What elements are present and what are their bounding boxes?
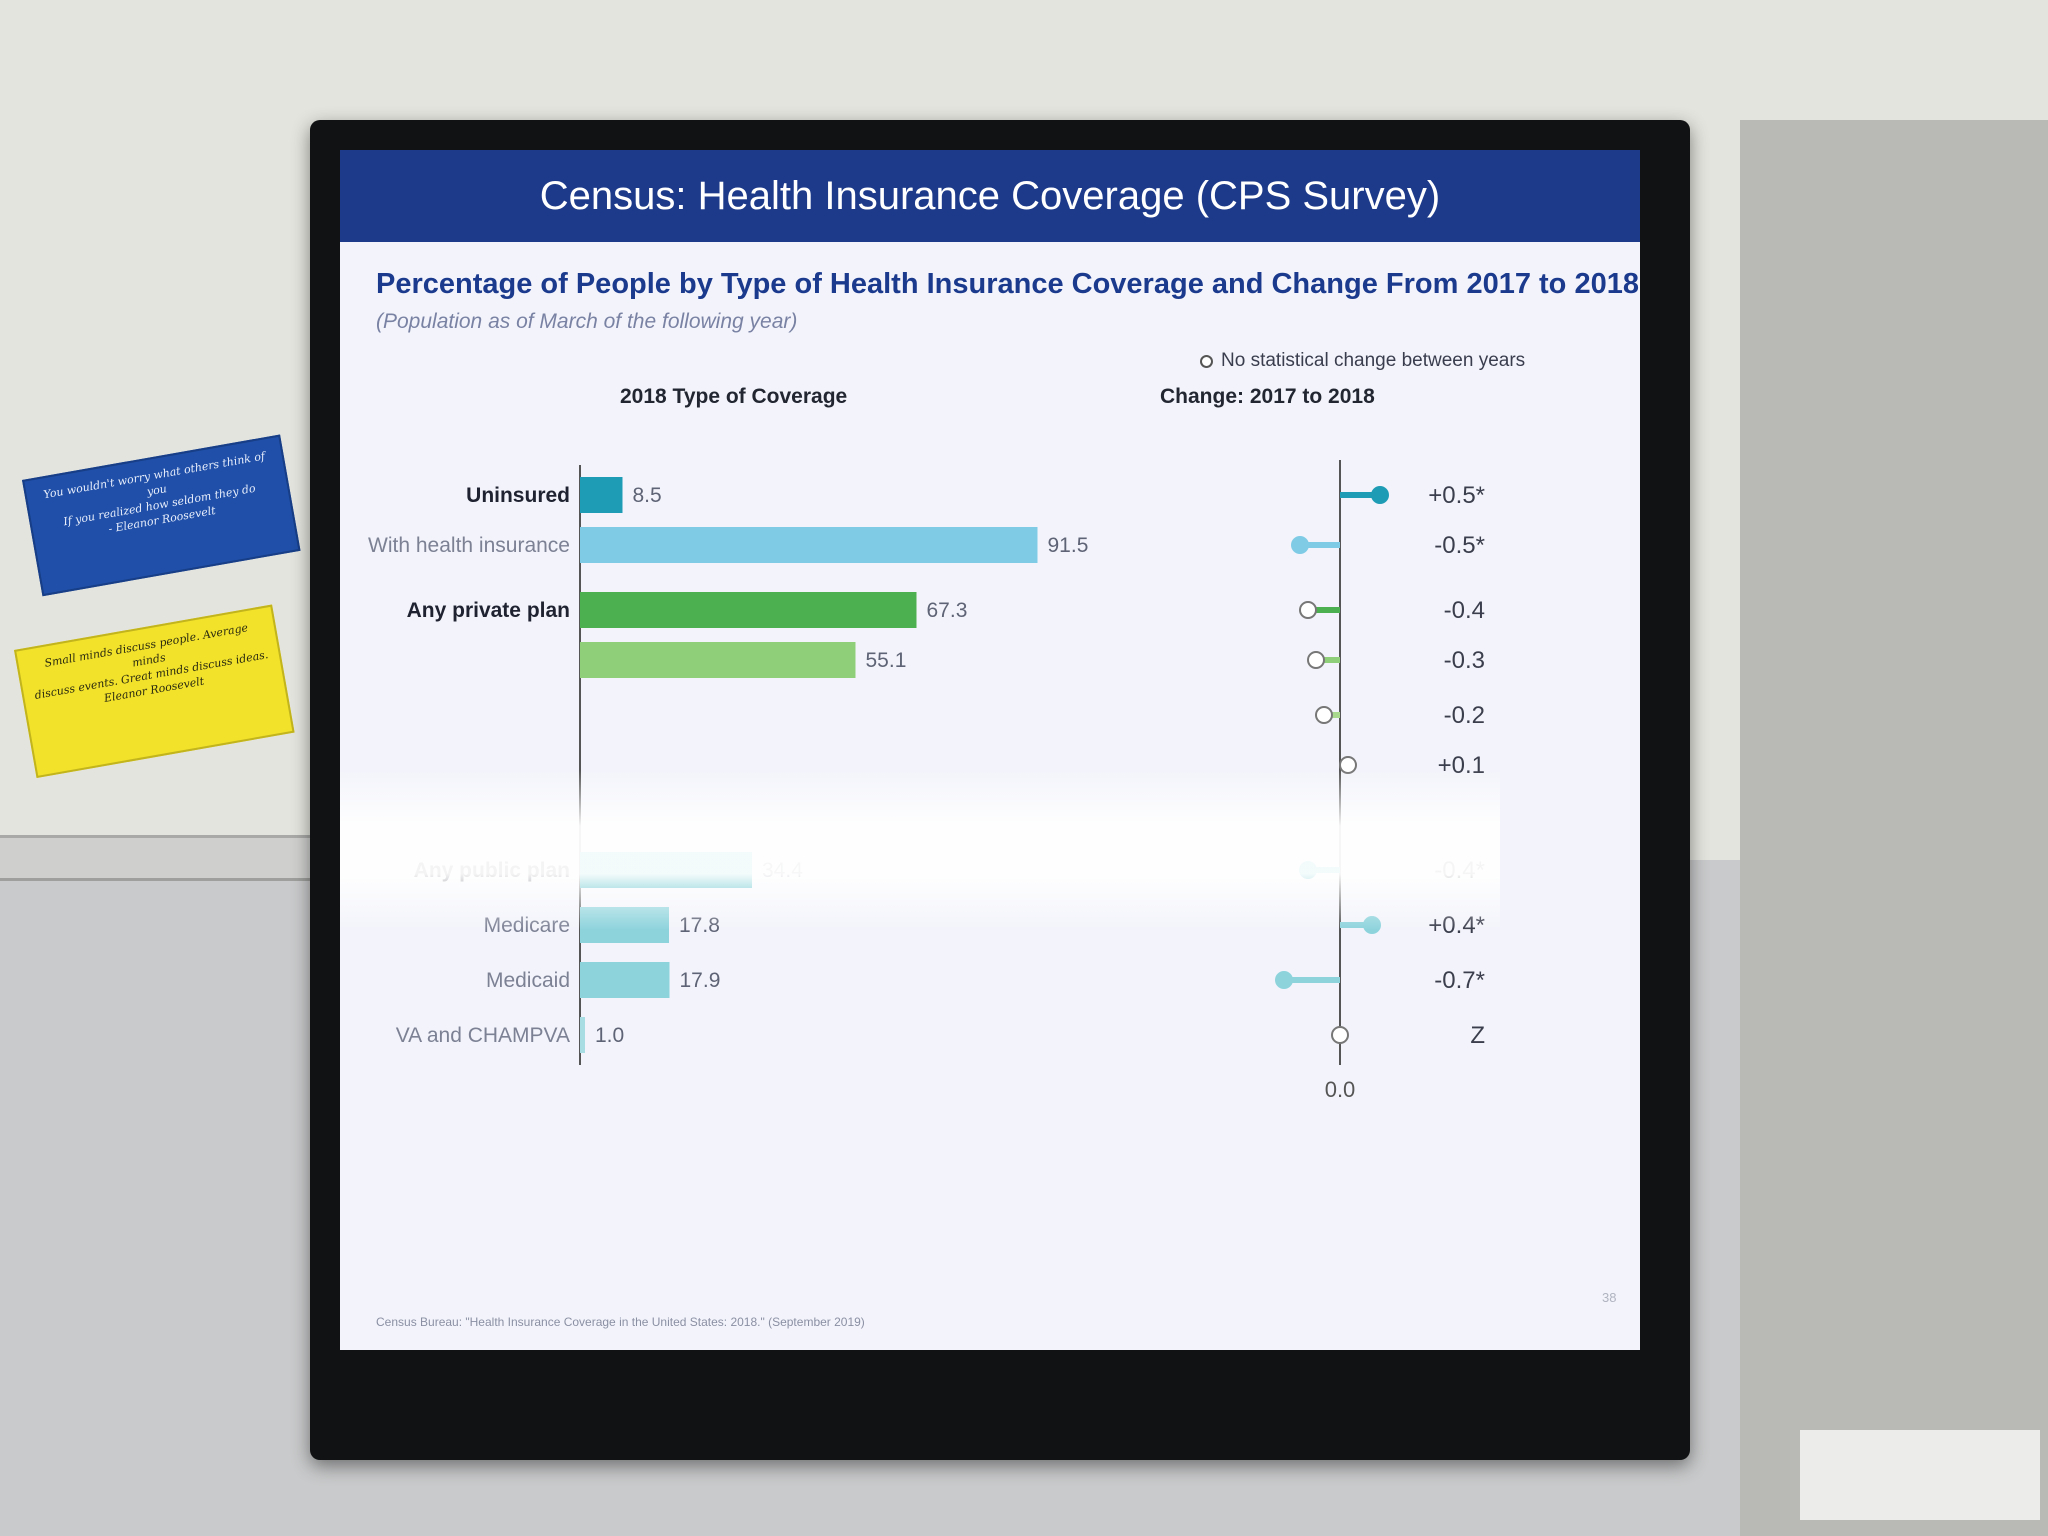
coverage-bar bbox=[580, 907, 669, 943]
change-point bbox=[1371, 486, 1389, 504]
category-label: Medicaid bbox=[486, 969, 570, 992]
change-point bbox=[1299, 601, 1317, 619]
bar-value-label: 17.8 bbox=[679, 914, 720, 937]
wall-shadow bbox=[1740, 120, 2048, 1536]
whiteboard-rail bbox=[0, 835, 330, 881]
category-label: Any private plan bbox=[407, 599, 570, 622]
change-value-label: -0.4 bbox=[1444, 597, 1485, 624]
change-point bbox=[1339, 756, 1357, 774]
change-value-label: +0.4* bbox=[1428, 912, 1485, 939]
bar-value-label: 8.5 bbox=[633, 484, 662, 507]
change-zero-label: 0.0 bbox=[1325, 1077, 1356, 1102]
coverage-bar bbox=[580, 527, 1038, 563]
coverage-bar bbox=[580, 477, 623, 513]
open-circle-icon bbox=[1200, 354, 1213, 368]
slide-screen: Census: Health Insurance Coverage (CPS S… bbox=[340, 150, 1640, 1350]
change-value-label: -0.7* bbox=[1434, 967, 1485, 994]
slide-title-bar: Census: Health Insurance Coverage (CPS S… bbox=[340, 150, 1640, 242]
left-panel-title: 2018 Type of Coverage bbox=[620, 385, 848, 408]
category-label: With health insurance bbox=[368, 534, 570, 557]
change-point bbox=[1315, 706, 1333, 724]
change-value-label: -0.2 bbox=[1444, 702, 1485, 729]
chart-title: Percentage of People by Type of Health I… bbox=[376, 268, 1639, 300]
page-number: 38 bbox=[1602, 1290, 1617, 1305]
change-value-label: +0.5* bbox=[1428, 482, 1485, 509]
change-value-label: Z bbox=[1470, 1022, 1485, 1049]
coverage-chart: 0.0 Uninsured 8.5 +0.5* With health insuranc… bbox=[368, 460, 1485, 1102]
bar-value-label: 1.0 bbox=[595, 1024, 624, 1047]
source-note: Census Bureau: "Health Insurance Coverag… bbox=[376, 1315, 865, 1329]
category-label: VA and CHAMPVA bbox=[396, 1024, 570, 1047]
chart-legend: No statistical change between years bbox=[1200, 350, 1525, 372]
bar-value-label: 34.4 bbox=[762, 859, 803, 882]
coverage-bar bbox=[580, 592, 917, 628]
coverage-bar bbox=[580, 852, 752, 888]
right-panel-title: Change: 2017 to 2018 bbox=[1160, 385, 1375, 408]
bar-value-label: 67.3 bbox=[927, 599, 968, 622]
coverage-bar bbox=[580, 1017, 585, 1053]
category-label: Medicare bbox=[484, 914, 570, 937]
chart-subtitle: (Population as of March of the following… bbox=[376, 310, 798, 333]
change-point bbox=[1307, 651, 1325, 669]
change-point bbox=[1299, 861, 1317, 879]
category-label: Uninsured bbox=[466, 484, 570, 507]
change-point bbox=[1291, 536, 1309, 554]
change-value-label: -0.3 bbox=[1444, 647, 1485, 674]
coverage-bar bbox=[580, 642, 856, 678]
change-value-label: -0.4* bbox=[1434, 857, 1485, 884]
wall-notice bbox=[1800, 1430, 2040, 1520]
coverage-bar bbox=[580, 962, 670, 998]
category-label: Any public plan bbox=[414, 859, 570, 882]
bar-value-label: 55.1 bbox=[866, 649, 907, 672]
bar-value-label: 91.5 bbox=[1048, 534, 1089, 557]
bar-value-label: 17.9 bbox=[680, 969, 721, 992]
slide-title: Census: Health Insurance Coverage (CPS S… bbox=[539, 173, 1441, 218]
legend-label: No statistical change between years bbox=[1221, 350, 1526, 371]
change-point bbox=[1331, 1026, 1349, 1044]
change-value-label: -0.5* bbox=[1434, 532, 1485, 559]
change-point bbox=[1275, 971, 1293, 989]
change-point bbox=[1363, 916, 1381, 934]
change-value-label: +0.1 bbox=[1438, 752, 1485, 779]
